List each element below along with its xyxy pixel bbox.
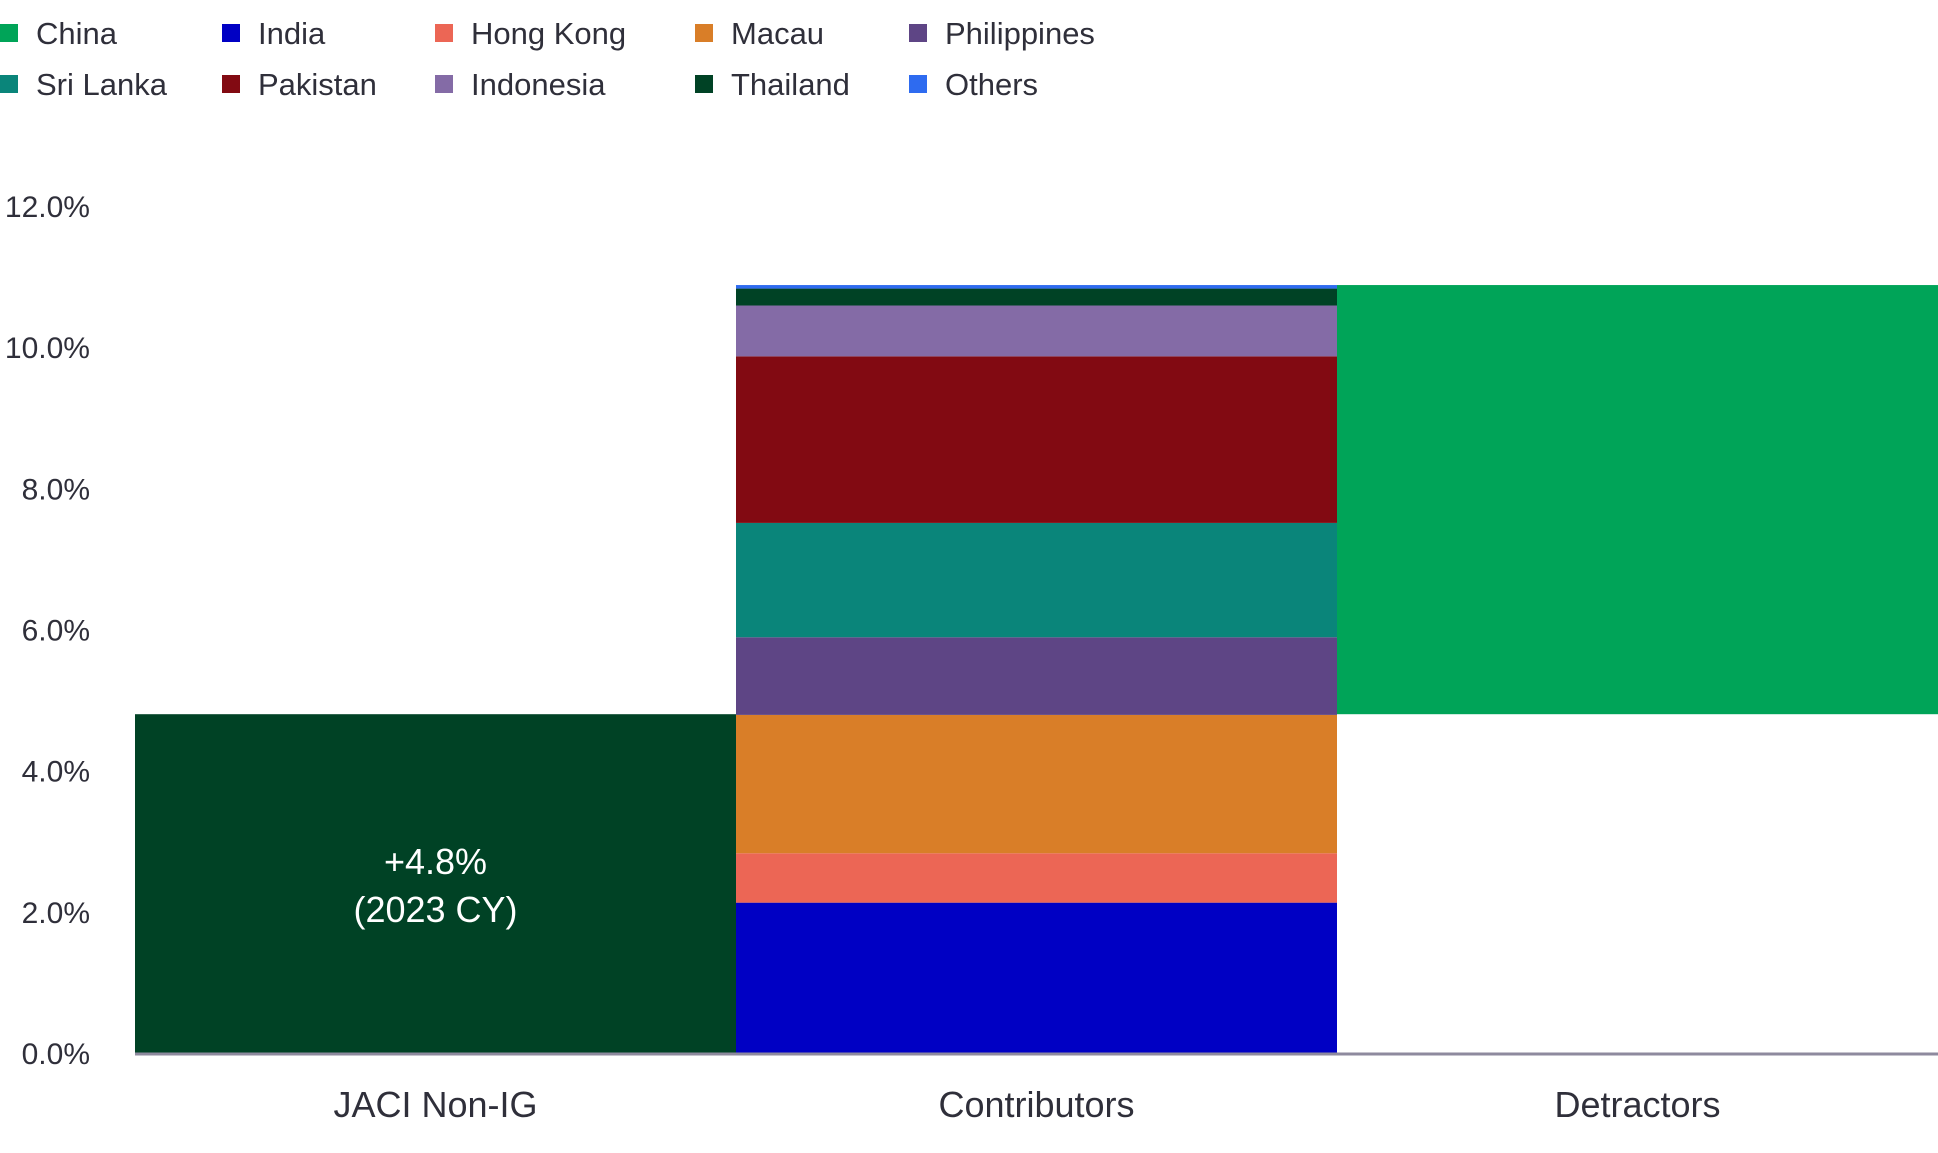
bar-data-label-period: (2023 CY) <box>353 889 517 930</box>
contributor-segment-indonesia <box>736 305 1337 357</box>
legend-label-india: India <box>258 16 326 51</box>
bar-jaci-non-ig <box>135 714 736 1053</box>
bar-data-label: +4.8% <box>384 841 487 882</box>
legend-swatch-pakistan <box>222 75 240 93</box>
legend-swatch-indonesia <box>435 75 453 93</box>
y-tick-label: 8.0% <box>22 473 90 506</box>
y-tick-label: 10.0% <box>5 332 90 365</box>
legend-label-sri-lanka: Sri Lanka <box>36 67 168 102</box>
legend-swatch-india <box>222 24 240 42</box>
x-tick-label: Detractors <box>1554 1084 1720 1125</box>
y-tick-label: 2.0% <box>22 897 90 930</box>
contributor-segment-hong-kong <box>736 853 1337 903</box>
contributor-segment-pakistan <box>736 356 1337 523</box>
legend-label-hong-kong: Hong Kong <box>471 16 626 51</box>
legend-label-others: Others <box>945 67 1038 102</box>
contributor-segment-macau <box>736 714 1337 854</box>
legend-swatch-macau <box>695 24 713 42</box>
legend-swatch-hong-kong <box>435 24 453 42</box>
contributor-segment-sri-lanka <box>736 522 1337 638</box>
legend-label-thailand: Thailand <box>731 67 850 102</box>
contributor-segment-philippines <box>736 637 1337 715</box>
y-tick-label: 4.0% <box>22 756 90 789</box>
contributor-segment-thailand <box>736 288 1337 306</box>
y-tick-label: 0.0% <box>22 1038 90 1071</box>
legend-label-indonesia: Indonesia <box>471 67 606 102</box>
detractor-segment-china <box>1337 285 1938 715</box>
legend-swatch-thailand <box>695 75 713 93</box>
x-tick-label: JACI Non-IG <box>333 1084 537 1125</box>
legend-swatch-others <box>909 75 927 93</box>
y-tick-label: 6.0% <box>22 615 90 648</box>
legend-label-philippines: Philippines <box>945 16 1095 51</box>
x-tick-label: Contributors <box>938 1084 1134 1125</box>
legend-swatch-sri-lanka <box>0 75 18 93</box>
legend-label-pakistan: Pakistan <box>258 67 377 102</box>
contributor-segment-others <box>736 285 1337 289</box>
contributor-segment-india <box>736 902 1337 1053</box>
legend-swatch-china <box>0 24 18 42</box>
legend-label-macau: Macau <box>731 16 824 51</box>
y-tick-label: 12.0% <box>5 191 90 224</box>
legend-label-china: China <box>36 16 118 51</box>
legend-swatch-philippines <box>909 24 927 42</box>
